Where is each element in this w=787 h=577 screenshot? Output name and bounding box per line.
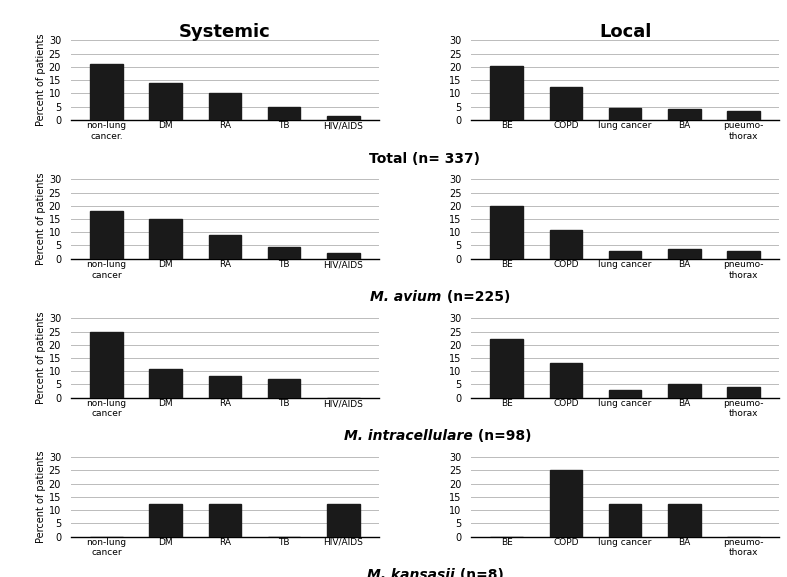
Bar xyxy=(609,389,641,398)
Bar xyxy=(609,251,641,258)
Bar xyxy=(668,384,700,398)
Text: Systemic: Systemic xyxy=(179,23,271,41)
Bar xyxy=(609,504,641,537)
Bar xyxy=(668,504,700,537)
Bar xyxy=(268,107,301,120)
Bar xyxy=(150,219,182,258)
Text: (n=98): (n=98) xyxy=(473,429,531,443)
Text: Local: Local xyxy=(599,23,652,41)
Bar xyxy=(668,249,700,258)
Y-axis label: Percent of patients: Percent of patients xyxy=(36,173,46,265)
Text: M. kansasii: M. kansasii xyxy=(367,568,455,577)
Bar xyxy=(549,230,582,258)
Bar xyxy=(490,66,523,120)
Bar xyxy=(668,109,700,120)
Bar xyxy=(549,87,582,120)
Bar xyxy=(209,235,241,258)
Bar xyxy=(209,504,241,537)
Bar xyxy=(727,387,760,398)
Bar xyxy=(327,116,360,120)
Text: (n=225): (n=225) xyxy=(442,290,510,305)
Bar xyxy=(549,364,582,398)
Bar xyxy=(150,504,182,537)
Bar xyxy=(727,111,760,120)
Text: (n=8): (n=8) xyxy=(455,568,504,577)
Bar xyxy=(209,93,241,120)
Text: M. avium: M. avium xyxy=(371,290,442,305)
Text: Total (n= 337): Total (n= 337) xyxy=(369,152,481,166)
Bar xyxy=(727,251,760,258)
Bar xyxy=(490,339,523,398)
Bar xyxy=(327,253,360,258)
Bar xyxy=(209,377,241,398)
Bar xyxy=(150,369,182,398)
Bar xyxy=(268,247,301,258)
Bar xyxy=(90,211,123,258)
Bar xyxy=(609,108,641,120)
Bar xyxy=(268,379,301,398)
Y-axis label: Percent of patients: Percent of patients xyxy=(36,34,46,126)
Bar xyxy=(327,504,360,537)
Bar xyxy=(90,332,123,398)
Y-axis label: Percent of patients: Percent of patients xyxy=(36,312,46,404)
Bar xyxy=(490,206,523,258)
Bar xyxy=(549,470,582,537)
Bar xyxy=(150,83,182,120)
Y-axis label: Percent of patients: Percent of patients xyxy=(36,451,46,543)
Bar xyxy=(90,64,123,120)
Text: M. intracellulare: M. intracellulare xyxy=(344,429,473,443)
